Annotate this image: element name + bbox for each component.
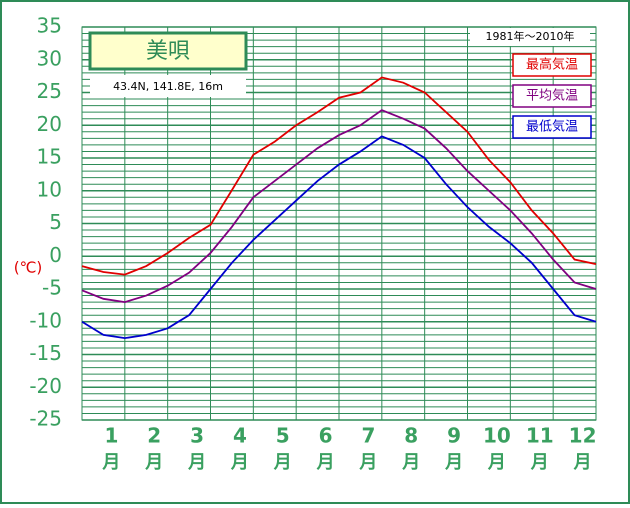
y-tick-label: 30 xyxy=(37,46,62,70)
y-axis-label: (℃) xyxy=(14,259,43,277)
title-box xyxy=(88,31,248,71)
x-tick-unit: 月 xyxy=(530,452,549,473)
x-tick-unit: 月 xyxy=(273,452,292,473)
x-tick-label: 2 xyxy=(147,424,161,448)
x-tick-unit: 月 xyxy=(401,452,420,473)
legend-box xyxy=(512,53,592,77)
subtitle: 43.4N, 141.8E, 16m xyxy=(113,80,223,93)
x-tick-label: 6 xyxy=(319,424,333,448)
x-tick-unit: 月 xyxy=(144,452,163,473)
series-line xyxy=(81,135,597,340)
x-tick-label: 3 xyxy=(190,424,204,448)
x-tick-label: 4 xyxy=(233,424,247,448)
x-tick-unit: 月 xyxy=(101,452,120,473)
chart-title: 美唄 xyxy=(146,39,190,64)
x-tick-label: 11 xyxy=(526,424,554,448)
y-tick-label: 0 xyxy=(49,243,62,267)
x-tick-label: 8 xyxy=(404,424,418,448)
legend-label: 平均気温 xyxy=(526,88,578,104)
legend-box xyxy=(512,115,592,139)
series-line xyxy=(81,109,597,304)
x-tick-unit: 月 xyxy=(487,452,506,473)
y-tick-label: -15 xyxy=(29,341,62,365)
y-tick-label: 25 xyxy=(37,79,62,103)
x-tick-label: 10 xyxy=(483,424,511,448)
y-tick-label: 20 xyxy=(37,112,62,136)
x-tick-unit: 月 xyxy=(187,452,206,473)
x-tick-unit: 月 xyxy=(358,452,377,473)
x-tick-label: 5 xyxy=(276,424,290,448)
legend-label: 最低気温 xyxy=(526,119,578,135)
x-tick-unit: 月 xyxy=(316,452,335,473)
x-tick-unit: 月 xyxy=(444,452,463,473)
y-tick-label: 35 xyxy=(37,14,62,38)
period-box xyxy=(470,28,590,46)
x-tick-label: 9 xyxy=(447,424,461,448)
subtitle-box xyxy=(90,75,246,97)
period: 1981年～2010年 xyxy=(486,29,575,43)
x-tick-label: 12 xyxy=(569,424,597,448)
x-tick-label: 7 xyxy=(361,424,375,448)
legend-box xyxy=(512,84,592,108)
legend-label: 最高気温 xyxy=(526,57,578,73)
y-tick-label: -25 xyxy=(29,407,62,431)
y-tick-label: -20 xyxy=(29,374,62,398)
y-tick-label: 10 xyxy=(37,177,62,201)
y-tick-label: 15 xyxy=(37,145,62,169)
x-tick-label: 1 xyxy=(104,424,118,448)
y-tick-label: 5 xyxy=(49,210,62,234)
x-tick-unit: 月 xyxy=(230,452,249,473)
series-line xyxy=(81,76,597,276)
y-tick-label: -5 xyxy=(42,276,62,300)
x-tick-unit: 月 xyxy=(573,452,592,473)
y-tick-label: -10 xyxy=(29,308,62,332)
